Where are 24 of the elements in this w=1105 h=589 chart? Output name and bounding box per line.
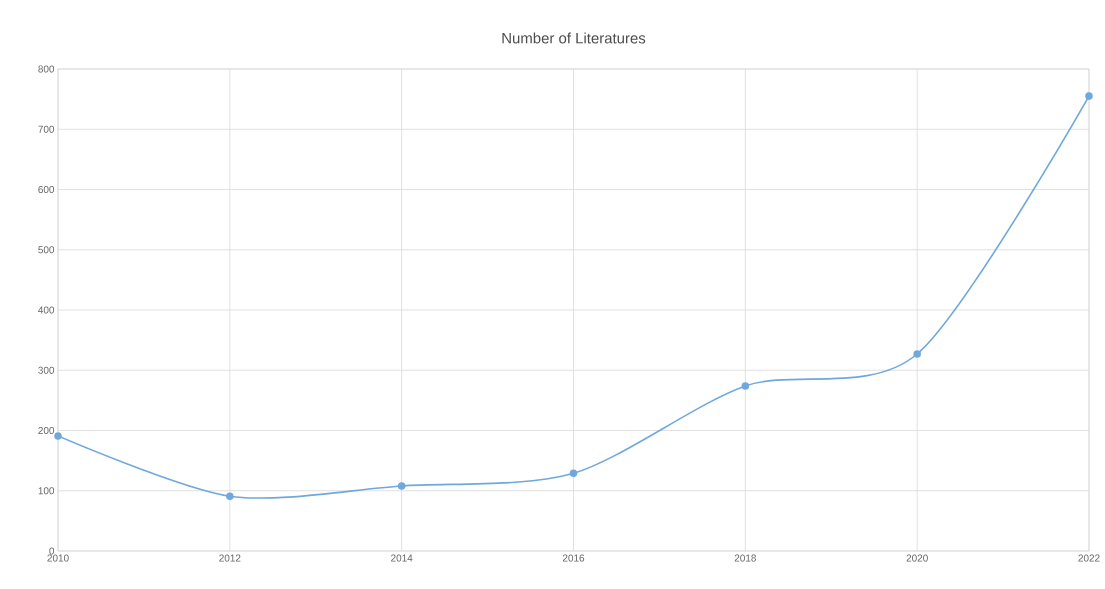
- point: [913, 350, 921, 358]
- x-tick-label: 2010: [47, 554, 69, 562]
- x-tick-label: 2020: [906, 554, 928, 562]
- point: [397, 482, 406, 490]
- y-tick-label: 500: [38, 246, 55, 254]
- y-tick-label: 400: [38, 306, 55, 314]
- point: [54, 432, 62, 440]
- y-tick-label: 100: [38, 487, 55, 495]
- y-tick-label: 300: [38, 366, 55, 374]
- point: [741, 382, 750, 390]
- point: [569, 469, 578, 478]
- chart-title: Number of Literatures: [502, 32, 646, 44]
- y-tick-label: 700: [38, 125, 55, 133]
- x-tick-label: 2012: [219, 554, 241, 562]
- y-tick-label: 0: [49, 547, 55, 555]
- x-tick-label: 2016: [562, 554, 585, 562]
- y-tick-label: 800: [38, 65, 55, 73]
- point: [1085, 92, 1093, 100]
- point: [226, 492, 234, 500]
- x-tick-label: 2022: [1078, 554, 1100, 562]
- x-tick-label: 2018: [734, 554, 756, 562]
- y-tick-label: 200: [38, 426, 55, 435]
- x-tick-label: 2014: [391, 554, 413, 562]
- y-tick-label: 600: [38, 185, 55, 194]
